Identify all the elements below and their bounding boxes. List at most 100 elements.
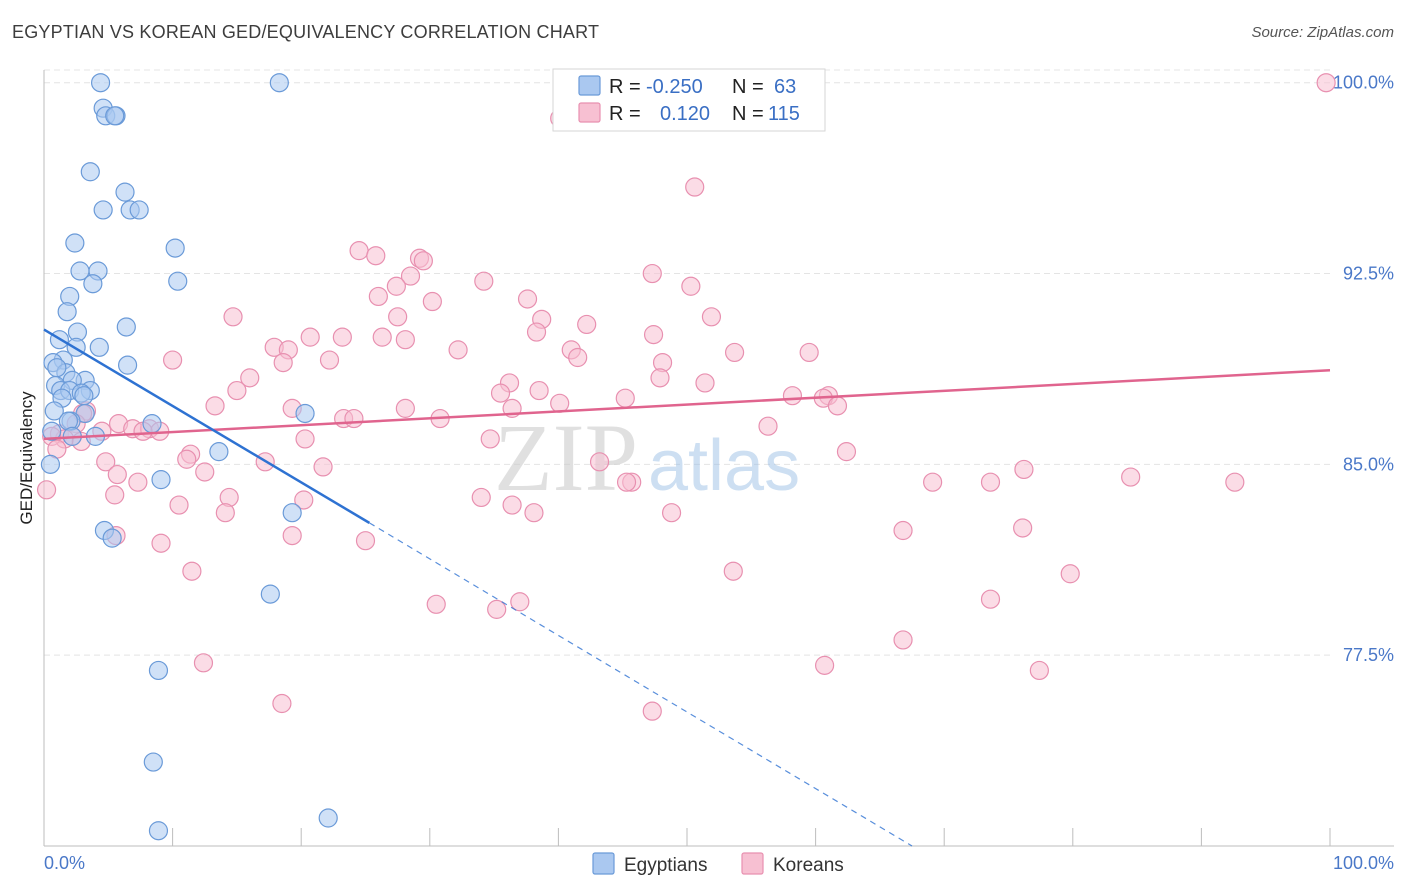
korean-point — [96, 452, 116, 472]
korean-point — [205, 396, 225, 416]
korean-point — [182, 561, 202, 581]
korean-point — [524, 503, 544, 523]
egyptian-point — [90, 73, 111, 93]
korean-point — [1029, 660, 1049, 681]
korean-point — [107, 464, 127, 485]
korean-point — [782, 386, 803, 406]
korean-point — [642, 701, 662, 721]
koreans-points — [36, 73, 1336, 721]
korean-point — [980, 589, 1001, 609]
egyptian-point — [42, 421, 62, 441]
egyptians-trendline-extension — [369, 522, 913, 847]
egyptian-point — [47, 358, 67, 378]
korean-point — [195, 462, 215, 482]
legend-r-label-koreans: R = — [609, 103, 641, 125]
egyptian-point — [102, 528, 122, 548]
egyptian-point — [93, 200, 113, 220]
bottom-legend-label-egyptians: Egyptians — [624, 855, 707, 876]
korean-point — [163, 350, 183, 370]
legend-r-label-egyptians: R = — [609, 76, 641, 98]
korean-point — [487, 599, 507, 619]
egyptians-trendline — [43, 328, 370, 524]
legend-n-label-koreans: N = — [732, 103, 764, 125]
egyptian-point — [116, 317, 136, 337]
korean-point — [550, 393, 570, 413]
korean-point — [529, 380, 549, 401]
korean-point — [36, 480, 57, 500]
korean-point — [355, 531, 376, 551]
korean-point — [105, 485, 125, 505]
korean-point — [661, 503, 682, 523]
korean-point — [1121, 467, 1141, 487]
egyptian-point — [115, 182, 135, 202]
egyptian-point — [129, 200, 149, 220]
egyptian-point — [117, 355, 138, 375]
egyptian-point — [148, 660, 169, 681]
bottom-legend-swatch-egyptians — [592, 852, 615, 875]
egyptian-point — [151, 470, 171, 490]
egyptian-point — [168, 271, 188, 291]
korean-point — [319, 350, 340, 370]
y-axis-title: GED/Equivalency — [17, 391, 36, 525]
korean-point — [422, 291, 442, 312]
y-tick-label: 92.5% — [1343, 264, 1394, 284]
correlation-legend: R = -0.250 N = 63 R = 0.120 N = 115 — [552, 68, 826, 132]
trend-lines — [43, 328, 1331, 847]
korean-point — [344, 408, 364, 429]
korean-point — [151, 533, 171, 553]
korean-point — [923, 472, 943, 492]
korean-point — [980, 472, 1001, 492]
korean-point — [681, 276, 701, 296]
korean-point — [480, 429, 500, 449]
korean-point — [223, 307, 243, 327]
korean-point — [827, 396, 848, 416]
y-tick-label: 85.0% — [1343, 454, 1394, 474]
source-label: Source: ZipAtlas.com — [1251, 24, 1394, 41]
korean-point — [372, 327, 392, 347]
korean-point — [695, 373, 715, 393]
korean-point — [836, 442, 857, 462]
korean-point — [1225, 472, 1245, 492]
korean-point — [215, 503, 235, 523]
egyptian-point — [148, 821, 169, 841]
korean-point — [510, 592, 530, 612]
egyptian-point — [165, 238, 185, 258]
korean-point — [758, 416, 778, 436]
korean-point — [177, 449, 197, 469]
korean-point — [282, 525, 302, 546]
egyptian-point — [282, 503, 302, 523]
egyptian-point — [105, 106, 125, 126]
korean-point — [273, 352, 293, 373]
bottom-legend-label-koreans: Koreans — [773, 855, 844, 876]
legend-r-value-egyptians: -0.250 — [646, 76, 703, 98]
korean-point — [517, 289, 538, 309]
korean-point — [893, 520, 913, 541]
korean-point — [388, 307, 408, 327]
korean-point — [295, 429, 315, 449]
watermark-atlas: atlas — [648, 426, 800, 506]
legend-swatch-koreans — [578, 102, 601, 123]
korean-point — [349, 241, 369, 261]
korean-point — [615, 388, 635, 408]
korean-point — [650, 368, 670, 388]
egyptian-point — [318, 808, 338, 828]
legend-n-value-koreans: 115 — [768, 103, 800, 125]
korean-point — [643, 325, 664, 345]
korean-point — [799, 342, 819, 363]
korean-point — [395, 330, 415, 350]
series-legend: Egyptians Koreans — [592, 852, 844, 876]
legend-swatch-egyptians — [578, 75, 601, 96]
korean-point — [386, 276, 406, 296]
korean-point — [642, 263, 662, 284]
korean-point — [128, 472, 148, 492]
korean-point — [577, 314, 597, 335]
korean-point — [169, 495, 189, 515]
egyptian-point — [57, 302, 77, 322]
koreans-trendline — [43, 368, 1331, 441]
korean-point — [368, 286, 388, 307]
korean-point — [1013, 518, 1033, 538]
korean-point — [490, 383, 511, 403]
egyptian-point — [44, 401, 64, 421]
korean-point — [723, 561, 743, 581]
